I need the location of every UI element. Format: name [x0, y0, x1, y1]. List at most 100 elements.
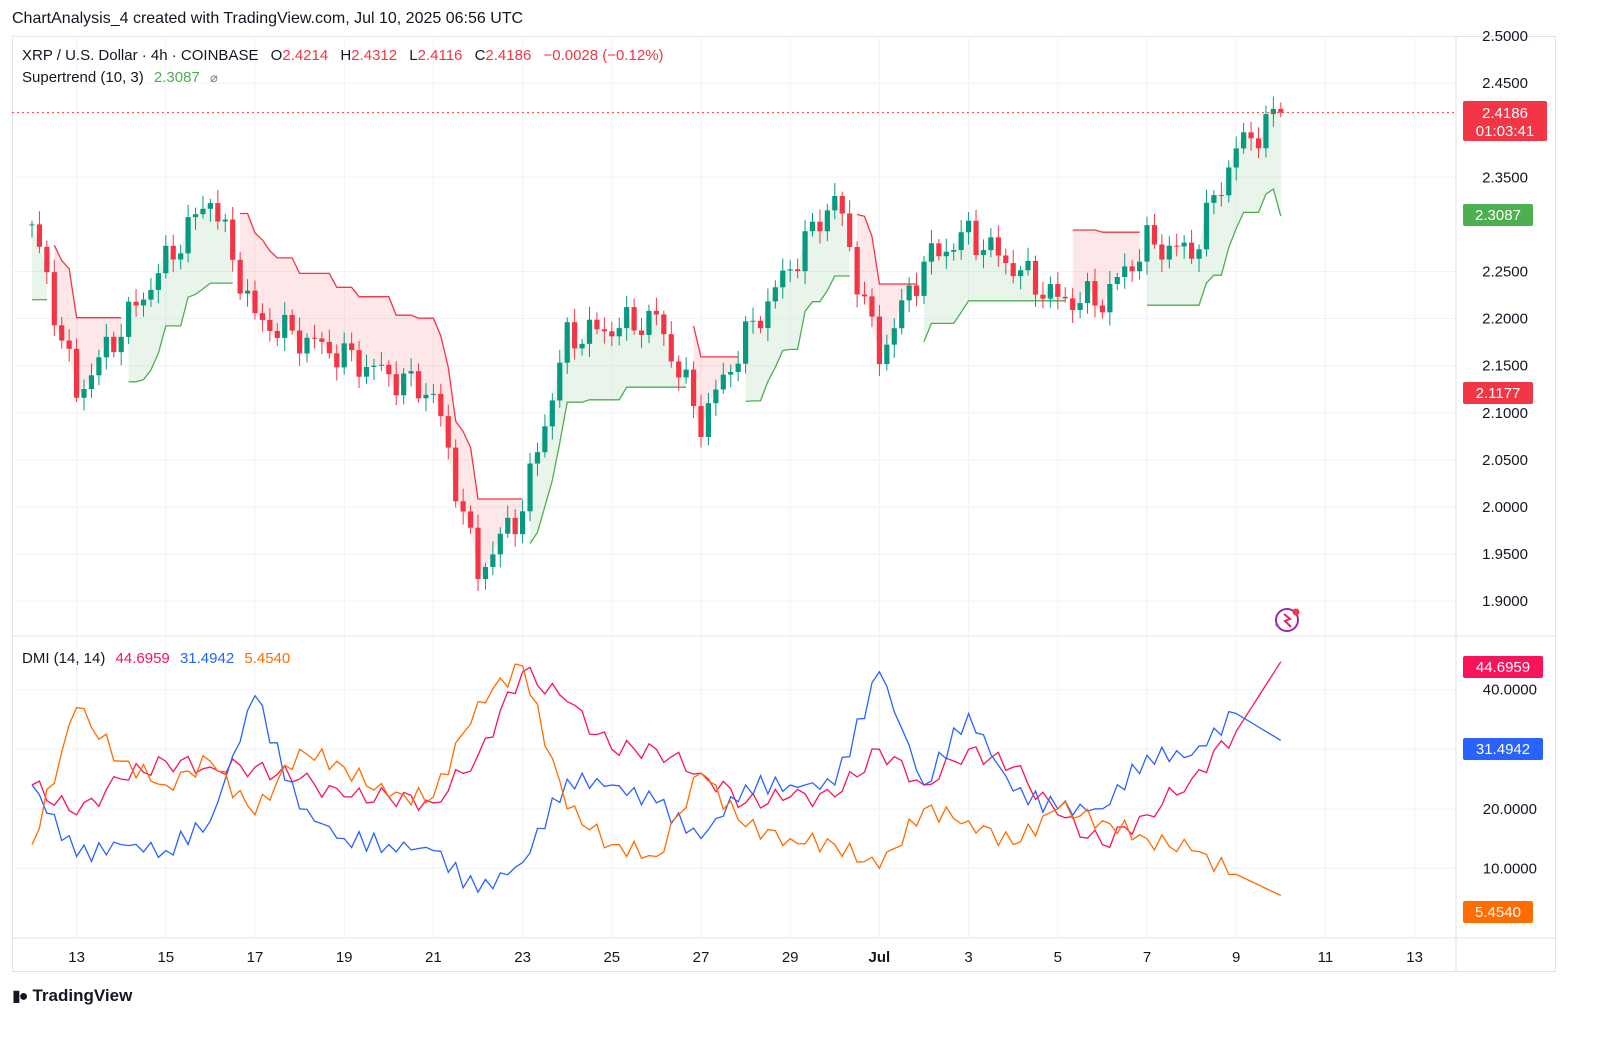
candle-body: [118, 336, 124, 353]
candle-body: [936, 243, 942, 257]
candle-body: [750, 320, 756, 322]
candle-body: [646, 310, 652, 335]
supertrend-up-line: [529, 386, 687, 544]
candle-body: [1077, 303, 1083, 311]
candle-body: [586, 319, 593, 344]
candle-body: [1018, 270, 1024, 277]
candle-body: [326, 341, 332, 354]
supertrend-badge-text: 2.3087: [1475, 207, 1521, 224]
chart-caption: ChartAnalysis_4 created with TradingView…: [12, 10, 524, 27]
candle-body: [252, 290, 258, 314]
candle-body: [163, 245, 169, 274]
candle-body: [259, 313, 266, 320]
candle-body: [1241, 132, 1247, 149]
supertrend-name: Supertrend (10, 3): [22, 69, 144, 86]
candle-body: [839, 195, 845, 214]
candle-body: [1055, 284, 1061, 297]
candle-body: [616, 328, 622, 337]
candle-body: [1047, 284, 1053, 299]
candle-body: [103, 336, 109, 358]
time-tick-label: 23: [514, 949, 531, 966]
candle-body: [1122, 266, 1128, 277]
candle-body: [289, 314, 295, 331]
candle-body: [1233, 148, 1239, 168]
candle-body: [74, 348, 80, 398]
candle-body: [1189, 242, 1195, 259]
supertrend-up-line: [923, 300, 1066, 342]
tradingview-logo-icon: ▮●: [12, 988, 29, 1005]
candle-body: [1136, 261, 1143, 272]
plus-di-badge: 44.6959: [1463, 656, 1543, 678]
candle-body: [743, 321, 749, 364]
brand-text: TradingView: [32, 986, 133, 1005]
adx-badge: 5.4540: [1463, 901, 1533, 923]
candle-body: [809, 221, 816, 232]
candle-body: [861, 294, 868, 297]
candle-body: [170, 245, 176, 260]
grid-lines: [12, 35, 1456, 938]
candle-body: [572, 322, 578, 349]
candle-body: [1226, 167, 1232, 196]
candle-body: [1144, 225, 1150, 262]
candle-body: [698, 406, 704, 437]
candle-body: [1040, 294, 1046, 299]
candle-body: [304, 337, 310, 354]
supertrend-lines: [32, 187, 1282, 544]
candle-body: [1025, 260, 1031, 271]
candle-body: [661, 314, 667, 335]
candle-body: [653, 310, 659, 315]
last-price-badge: 2.4186 01:03:41: [1463, 101, 1547, 141]
candle-body: [795, 269, 801, 272]
candle-body: [1010, 263, 1016, 277]
candle-body: [869, 296, 875, 317]
minus-di-badge-text: 31.4942: [1476, 741, 1530, 758]
candle-body: [876, 316, 882, 365]
candle-body: [720, 374, 726, 390]
high-label: H: [340, 47, 351, 64]
candle-body: [906, 285, 912, 301]
price-tick-label: 2.1500: [1482, 358, 1528, 375]
supertrend-fills: [32, 108, 1281, 580]
minus-di-badge: 31.4942: [1463, 738, 1543, 760]
candle-body: [609, 331, 615, 337]
candle-body: [624, 307, 630, 329]
candle-body: [690, 369, 697, 407]
candle-body: [1032, 260, 1039, 295]
candle-body: [713, 389, 719, 404]
candle-body: [668, 334, 674, 362]
candle-body: [780, 270, 786, 288]
candle-body: [490, 554, 496, 567]
candle-body: [601, 329, 607, 332]
time-tick-label: 11: [1318, 949, 1334, 966]
supertrend-down-line: [692, 325, 739, 358]
candle-body: [631, 307, 637, 331]
time-tick-label: 29: [782, 949, 799, 966]
candle-body: [44, 246, 50, 273]
candle-body: [467, 511, 474, 528]
supertrend-up-line: [128, 282, 233, 383]
supertrend-down-line: [856, 213, 917, 285]
dmi-lines: [31, 661, 1282, 897]
candle-body: [921, 261, 927, 296]
candle-body: [482, 566, 489, 580]
candle-body: [943, 251, 949, 257]
supertrend-up-fill: [924, 220, 1066, 342]
candle-body: [497, 533, 503, 555]
adx-value: 5.4540: [244, 650, 290, 667]
candle-body: [988, 237, 994, 251]
candle-body: [512, 517, 518, 535]
candle-body: [29, 224, 35, 226]
price-tick-label: 2.2500: [1482, 263, 1528, 280]
dmi-tick-label: 10.0000: [1483, 860, 1537, 877]
candle-body: [438, 393, 444, 417]
candle-body: [1129, 266, 1135, 272]
low-label: L: [409, 47, 417, 64]
price-tick-label: 2.4500: [1482, 75, 1528, 92]
symbol-label: XRP / U.S. Dollar · 4h · COINBASE: [22, 47, 258, 64]
plus-di-line: [31, 661, 1282, 849]
tradingview-brand[interactable]: ▮● TradingView: [12, 986, 132, 1006]
candle-body: [192, 214, 199, 218]
candle-body: [81, 389, 87, 398]
candle-body: [705, 403, 712, 437]
